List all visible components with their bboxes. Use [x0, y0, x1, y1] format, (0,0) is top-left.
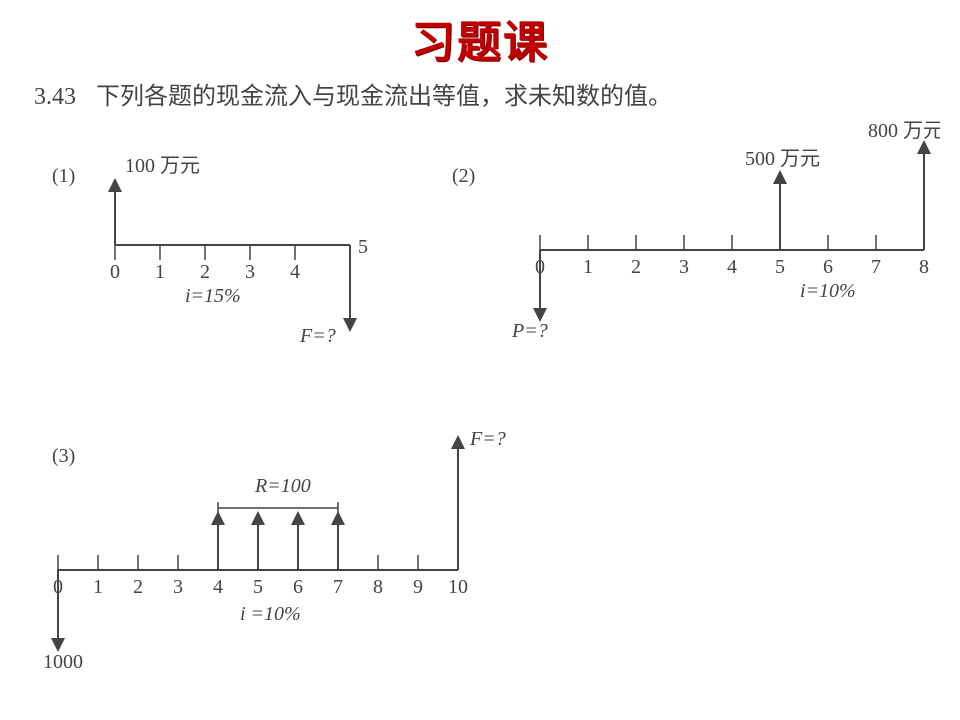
diagram2: 500 万元 800 万元 0 1 2 3 4 5 6 7 8 i=10%: [500, 115, 940, 355]
diagram2-label: (2): [452, 165, 475, 188]
d3-t5: 5: [253, 576, 263, 598]
diagram1: 100 万元 0 1 2 3 4 5 i=15% F=?: [90, 150, 390, 350]
d3-t7: 7: [333, 576, 343, 598]
d3-t10: 10: [448, 576, 468, 598]
d1-amount: 100 万元: [125, 155, 200, 177]
d3-rlabel: R=100: [254, 475, 311, 497]
d2-t2: 2: [631, 256, 641, 278]
diagram3: F=? R=100 0 1 2 3 4 5 6 7: [40, 420, 560, 680]
d2-unknown: P=?: [511, 320, 548, 342]
d3-t9: 9: [413, 576, 423, 598]
d2-t4: 4: [727, 256, 737, 278]
slide: 习题课 3.43 下列各题的现金流入与现金流出等值，求未知数的值。 (1) 10…: [0, 0, 960, 720]
d1-t0: 0: [110, 261, 120, 283]
d1-ticks: 0 1 2 3 4 5: [110, 236, 368, 283]
d1-t5: 5: [358, 236, 368, 258]
d2-t6: 6: [823, 256, 833, 278]
d2-ticks: 0 1 2 3 4 5 6 7 8: [535, 235, 929, 278]
d2-t8: 8: [919, 256, 929, 278]
d1-unknown: F=?: [299, 325, 336, 347]
d3-down-label: 1000: [43, 651, 83, 673]
diagram1-label: (1): [52, 165, 75, 188]
page-title: 习题课: [0, 6, 960, 70]
d1-t2: 2: [200, 261, 210, 283]
d2-t5: 5: [775, 256, 785, 278]
d3-t3: 3: [173, 576, 183, 598]
problem-stem: 下列各题的现金流入与现金流出等值，求未知数的值。: [96, 84, 672, 110]
d2-amt5: 500 万元: [745, 148, 820, 170]
d2-t3: 3: [679, 256, 689, 278]
d3-ticks: 0 1 2 3 4 5 6 7 8 9 10: [53, 555, 468, 598]
problem-number: 3.43: [34, 84, 76, 110]
problem-statement: 3.43 下列各题的现金流入与现金流出等值，求未知数的值。: [34, 76, 672, 111]
d1-t1: 1: [155, 261, 165, 283]
d3-t4: 4: [213, 576, 223, 598]
d1-t3: 3: [245, 261, 255, 283]
d3-rate: i =10%: [240, 603, 301, 625]
d2-rate: i=10%: [800, 280, 856, 302]
d1-rate: i=15%: [185, 285, 241, 307]
d2-t1: 1: [583, 256, 593, 278]
d1-t4: 4: [290, 261, 300, 283]
d2-t7: 7: [871, 256, 881, 278]
d3-unknown: F=?: [469, 428, 506, 450]
d3-t8: 8: [373, 576, 383, 598]
d2-amt8: 800 万元: [868, 120, 940, 142]
d3-t1: 1: [93, 576, 103, 598]
d3-t6: 6: [293, 576, 303, 598]
d3-t2: 2: [133, 576, 143, 598]
